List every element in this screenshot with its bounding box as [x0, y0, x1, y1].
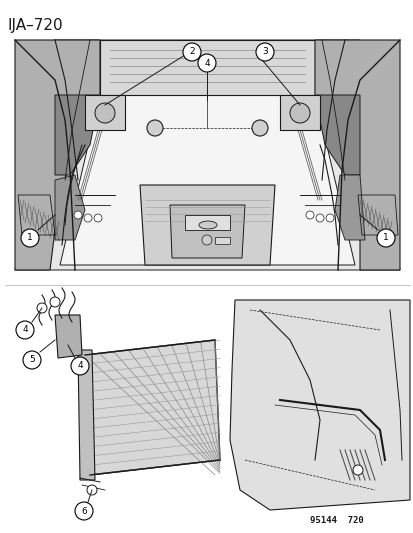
Circle shape — [87, 485, 97, 495]
Text: 4: 4 — [77, 361, 83, 370]
Polygon shape — [78, 350, 95, 480]
Text: 3: 3 — [261, 47, 267, 56]
Circle shape — [16, 321, 34, 339]
Text: 1: 1 — [27, 233, 33, 243]
FancyBboxPatch shape — [279, 95, 319, 130]
Text: 1: 1 — [382, 233, 388, 243]
Ellipse shape — [199, 221, 216, 229]
Ellipse shape — [289, 103, 309, 123]
FancyBboxPatch shape — [85, 95, 125, 130]
Circle shape — [252, 120, 267, 136]
Polygon shape — [170, 205, 244, 258]
Polygon shape — [85, 340, 219, 475]
Polygon shape — [140, 185, 274, 265]
Polygon shape — [55, 95, 100, 175]
Ellipse shape — [95, 103, 115, 123]
Circle shape — [50, 297, 60, 307]
Polygon shape — [60, 95, 354, 265]
Circle shape — [197, 54, 216, 72]
Circle shape — [94, 214, 102, 222]
Polygon shape — [314, 40, 399, 270]
Circle shape — [376, 229, 394, 247]
Circle shape — [202, 235, 211, 245]
Circle shape — [84, 214, 92, 222]
Circle shape — [71, 357, 89, 375]
Circle shape — [325, 214, 333, 222]
Text: 2: 2 — [189, 47, 195, 56]
Polygon shape — [55, 315, 82, 358]
Circle shape — [147, 120, 163, 136]
Text: 4: 4 — [22, 326, 28, 335]
Text: 6: 6 — [81, 506, 87, 515]
Circle shape — [315, 214, 323, 222]
Circle shape — [75, 502, 93, 520]
Circle shape — [21, 229, 39, 247]
Circle shape — [255, 43, 273, 61]
Circle shape — [23, 351, 41, 369]
Circle shape — [74, 211, 82, 219]
Polygon shape — [230, 300, 409, 510]
Polygon shape — [55, 175, 85, 240]
Circle shape — [183, 43, 201, 61]
Polygon shape — [15, 40, 100, 270]
Polygon shape — [100, 40, 314, 95]
FancyBboxPatch shape — [214, 237, 230, 244]
Circle shape — [305, 211, 313, 219]
Circle shape — [352, 465, 362, 475]
Text: 5: 5 — [29, 356, 35, 365]
Polygon shape — [314, 95, 359, 175]
Text: 95144  720: 95144 720 — [309, 516, 363, 525]
Text: 4: 4 — [204, 59, 209, 68]
Circle shape — [37, 303, 47, 313]
Polygon shape — [15, 40, 399, 270]
Text: IJA–720: IJA–720 — [8, 18, 64, 33]
Polygon shape — [334, 175, 364, 240]
FancyBboxPatch shape — [185, 215, 230, 230]
